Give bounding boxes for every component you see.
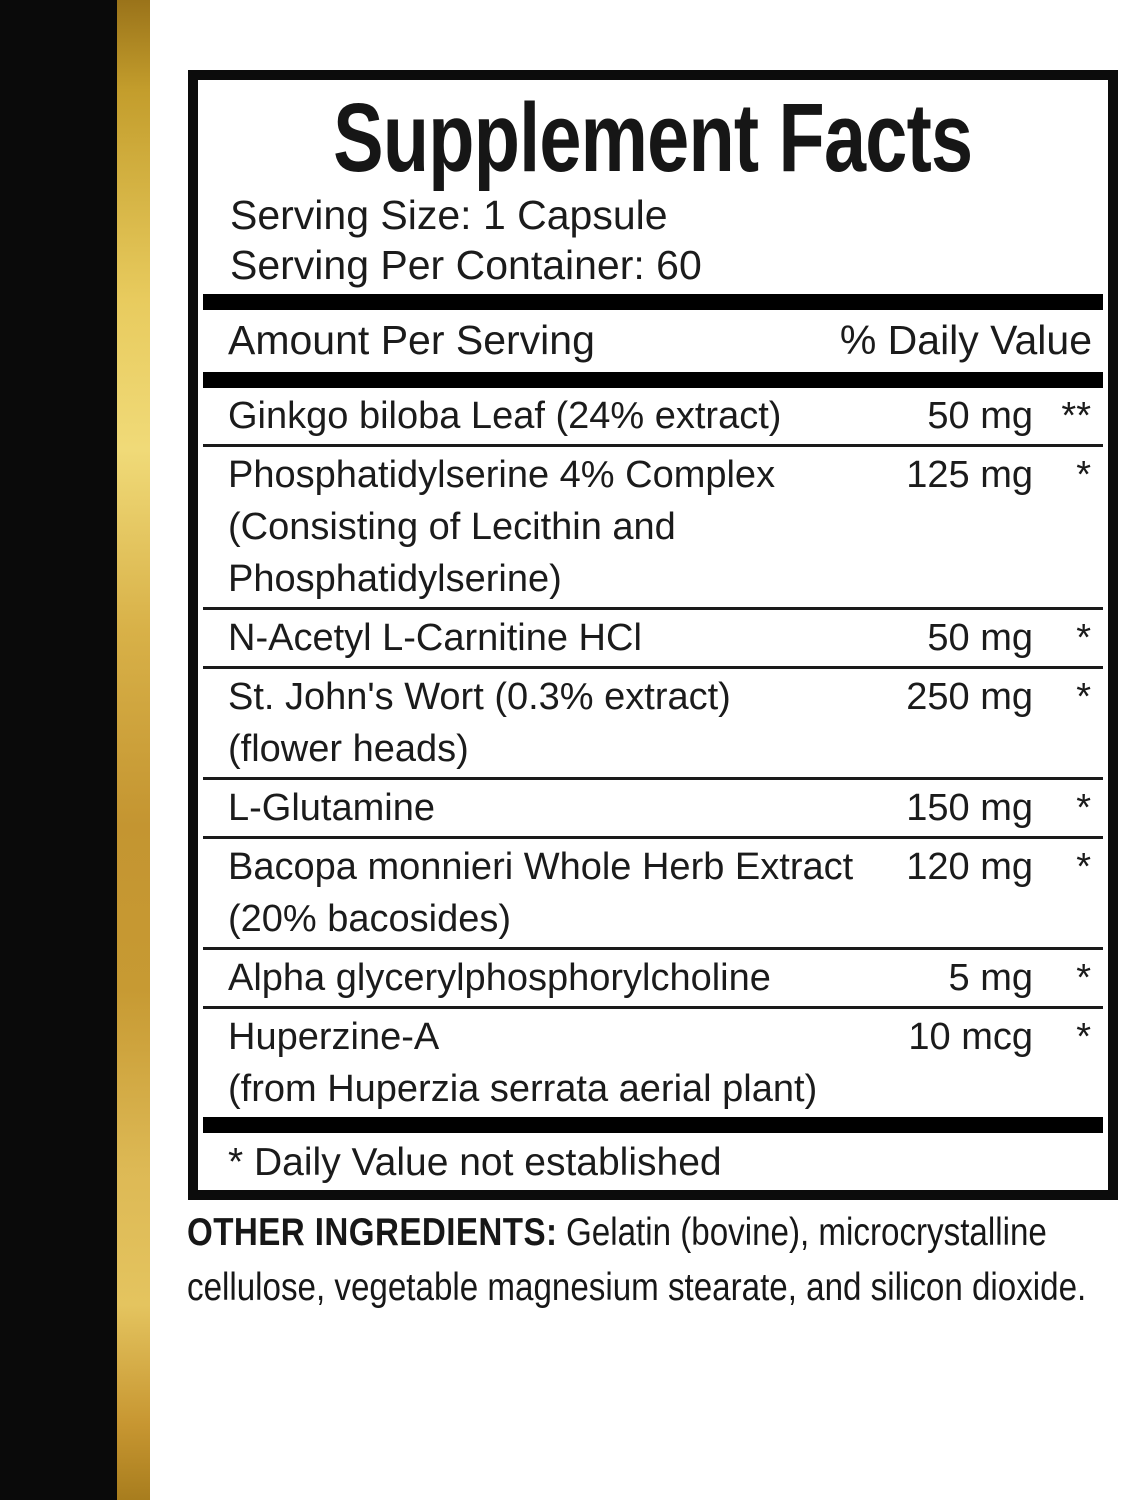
ingredient-name: L-Glutamine <box>228 787 435 829</box>
ingredient-name: Huperzine-A <box>228 1016 440 1058</box>
other-ingredients-text-2: cellulose, vegetable magnesium stearate,… <box>187 1266 1087 1309</box>
table-row: Alpha glycerylphosphorylcholine 5 mg * <box>203 950 1103 1009</box>
column-header-row: Amount Per Serving % Daily Value <box>198 310 1108 368</box>
ingredient-continuation: (Consisting of Lecithin and <box>228 506 676 548</box>
gold-accent-stripe <box>117 0 150 1500</box>
servings-per-container-line: Serving Per Container: 60 <box>230 242 702 288</box>
ingredient-name: Ginkgo biloba Leaf (24% extract) <box>228 395 782 437</box>
daily-value-marker: * <box>1076 787 1091 829</box>
ingredient-amount: 125 mg <box>906 454 1033 496</box>
left-black-bar <box>0 0 117 1500</box>
ingredient-amount: 10 mcg <box>908 1016 1033 1058</box>
other-ingredients-label: OTHER INGREDIENTS: <box>187 1211 558 1254</box>
ingredient-continuation: (from Huperzia serrata aerial plant) <box>228 1068 818 1110</box>
serving-info: Serving Size: 1 Capsule Serving Per Cont… <box>198 190 1108 290</box>
daily-value-marker: * <box>1076 1016 1091 1058</box>
table-row: N-Acetyl L-Carnitine HCl 50 mg * <box>203 610 1103 669</box>
table-row: Phosphatidylserine 4% Complex 125 mg * (… <box>203 447 1103 610</box>
table-row: Ginkgo biloba Leaf (24% extract) 50 mg *… <box>203 388 1103 447</box>
daily-value-marker: ** <box>1061 395 1091 437</box>
daily-value-header: % Daily Value <box>839 317 1092 363</box>
table-row: Bacopa monnieri Whole Herb Extract 120 m… <box>203 839 1103 950</box>
supplement-facts-panel: Supplement Facts Serving Size: 1 Capsule… <box>188 70 1118 1200</box>
other-ingredients-section: OTHER INGREDIENTS: Gelatin (bovine), micr… <box>187 1205 1142 1315</box>
ingredient-amount: 50 mg <box>927 617 1033 659</box>
ingredient-continuation: Phosphatidylserine) <box>228 558 562 600</box>
other-ingredients-line-2: cellulose, vegetable magnesium stearate,… <box>187 1260 1086 1315</box>
thick-divider-top <box>203 294 1103 310</box>
table-row: L-Glutamine 150 mg * <box>203 780 1103 839</box>
daily-value-footnote: * Daily Value not established <box>228 1141 722 1184</box>
daily-value-marker: * <box>1076 846 1091 888</box>
panel-title: Supplement Facts <box>198 86 1108 190</box>
ingredient-amount: 5 mg <box>948 957 1033 999</box>
ingredient-name: Bacopa monnieri Whole Herb Extract <box>228 846 854 888</box>
serving-size-line: Serving Size: 1 Capsule <box>230 192 668 238</box>
ingredient-name: St. John's Wort (0.3% extract) <box>228 676 731 718</box>
ingredient-amount: 150 mg <box>906 787 1033 829</box>
thick-divider-footnote <box>203 1117 1103 1133</box>
daily-value-marker: * <box>1076 617 1091 659</box>
other-ingredients-line-1: OTHER INGREDIENTS: Gelatin (bovine), micr… <box>187 1205 1047 1260</box>
ingredient-continuation: (20% bacosides) <box>228 898 512 940</box>
ingredient-name: Alpha glycerylphosphorylcholine <box>228 957 771 999</box>
table-row: Huperzine-A 10 mcg * (from Huperzia serr… <box>203 1009 1103 1117</box>
thick-divider-header <box>203 372 1103 388</box>
other-ingredients-text-1: Gelatin (bovine), microcrystalline <box>565 1211 1047 1254</box>
ingredient-continuation: (flower heads) <box>228 728 469 770</box>
amount-per-serving-header: Amount Per Serving <box>228 317 595 363</box>
ingredient-name: N-Acetyl L-Carnitine HCl <box>228 617 642 659</box>
table-row: St. John's Wort (0.3% extract) 250 mg * … <box>203 669 1103 780</box>
daily-value-marker: * <box>1076 957 1091 999</box>
panel-title-text: Supplement Facts <box>333 83 973 192</box>
ingredient-table: Ginkgo biloba Leaf (24% extract) 50 mg *… <box>203 388 1103 1117</box>
daily-value-marker: * <box>1076 454 1091 496</box>
daily-value-marker: * <box>1076 676 1091 718</box>
ingredient-amount: 250 mg <box>906 676 1033 718</box>
ingredient-amount: 50 mg <box>927 395 1033 437</box>
ingredient-amount: 120 mg <box>906 846 1033 888</box>
ingredient-name: Phosphatidylserine 4% Complex <box>228 454 776 496</box>
